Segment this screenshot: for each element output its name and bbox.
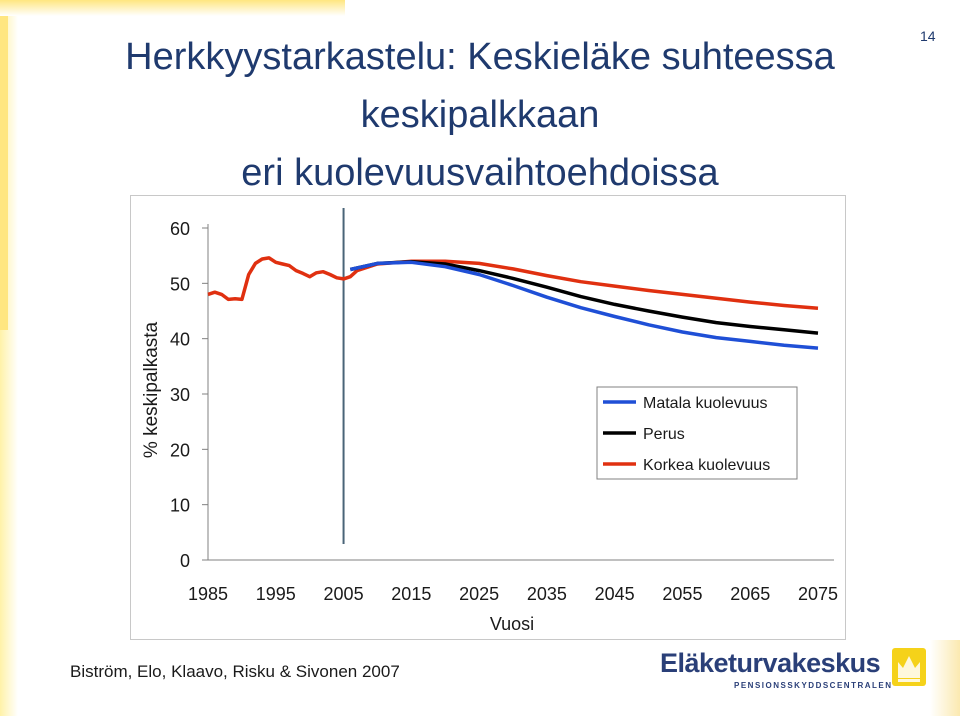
y-tick-label: 30 [170,385,190,405]
left-accent-stripe [0,0,8,330]
y-tick-label: 40 [170,330,190,350]
page-number: 14 [920,28,936,44]
x-tick-label: 2045 [595,584,635,604]
logo-subtitle: PENSIONSSKYDDSCENTRALEN [734,681,893,690]
legend-label-matala: Matala kuolevuus [643,395,768,412]
logo: Eläketurvakeskus PENSIONSSKYDDSCENTRALEN [660,648,930,696]
x-tick-label: 1995 [256,584,296,604]
x-tick-label: 2025 [459,584,499,604]
chart-frame [130,195,846,640]
y-tick-label: 50 [170,274,190,294]
y-tick-label: 0 [180,551,190,571]
x-tick-label: 2055 [662,584,702,604]
y-axis-label: % keskipalkasta [141,321,162,458]
title-line-2: keskipalkkaan [360,94,600,136]
ekt-crown-emblem-icon [892,648,926,686]
series-line-perus [349,260,819,335]
series-line-korkea [207,256,819,310]
top-accent-bar [0,0,345,16]
chart-axes [207,224,834,561]
y-tick-label: 60 [170,219,190,239]
chart-ticks: 0 10 20 30 40 50 60 1985 1995 2005 2015 2025 2035 204… [170,219,838,604]
legend-label-korkea: Korkea kuolevuus [643,457,770,474]
x-tick-label: 2005 [324,584,364,604]
x-tick-label: 1985 [188,584,228,604]
title-line-3: eri kuolevuusvaihtoehdoissa [241,152,719,194]
legend-label-perus: Perus [643,426,685,443]
footer-authors: Biström, Elo, Klaavo, Risku & Sivonen 20… [70,662,400,681]
title-line-1: Herkkyystarkastelu: Keskieläke suhteessa [125,36,835,78]
chart-legend: Matala kuolevuus Perus Korkea kuolevuus [596,386,798,480]
series-line-matala [349,260,819,350]
x-tick-label: 2015 [391,584,431,604]
chart-series [207,256,819,350]
x-axis-label: Vuosi [490,614,534,634]
corner-accent [930,640,960,716]
y-tick-label: 10 [170,496,190,516]
y-tick-label: 20 [170,440,190,460]
x-tick-label: 2035 [527,584,567,604]
slide-title: Herkkyystarkastelu: Keskieläke suhteessa… [60,28,900,202]
x-tick-label: 2075 [798,584,838,604]
x-tick-label: 2065 [730,584,770,604]
logo-name: Eläketurvakeskus [660,648,881,678]
